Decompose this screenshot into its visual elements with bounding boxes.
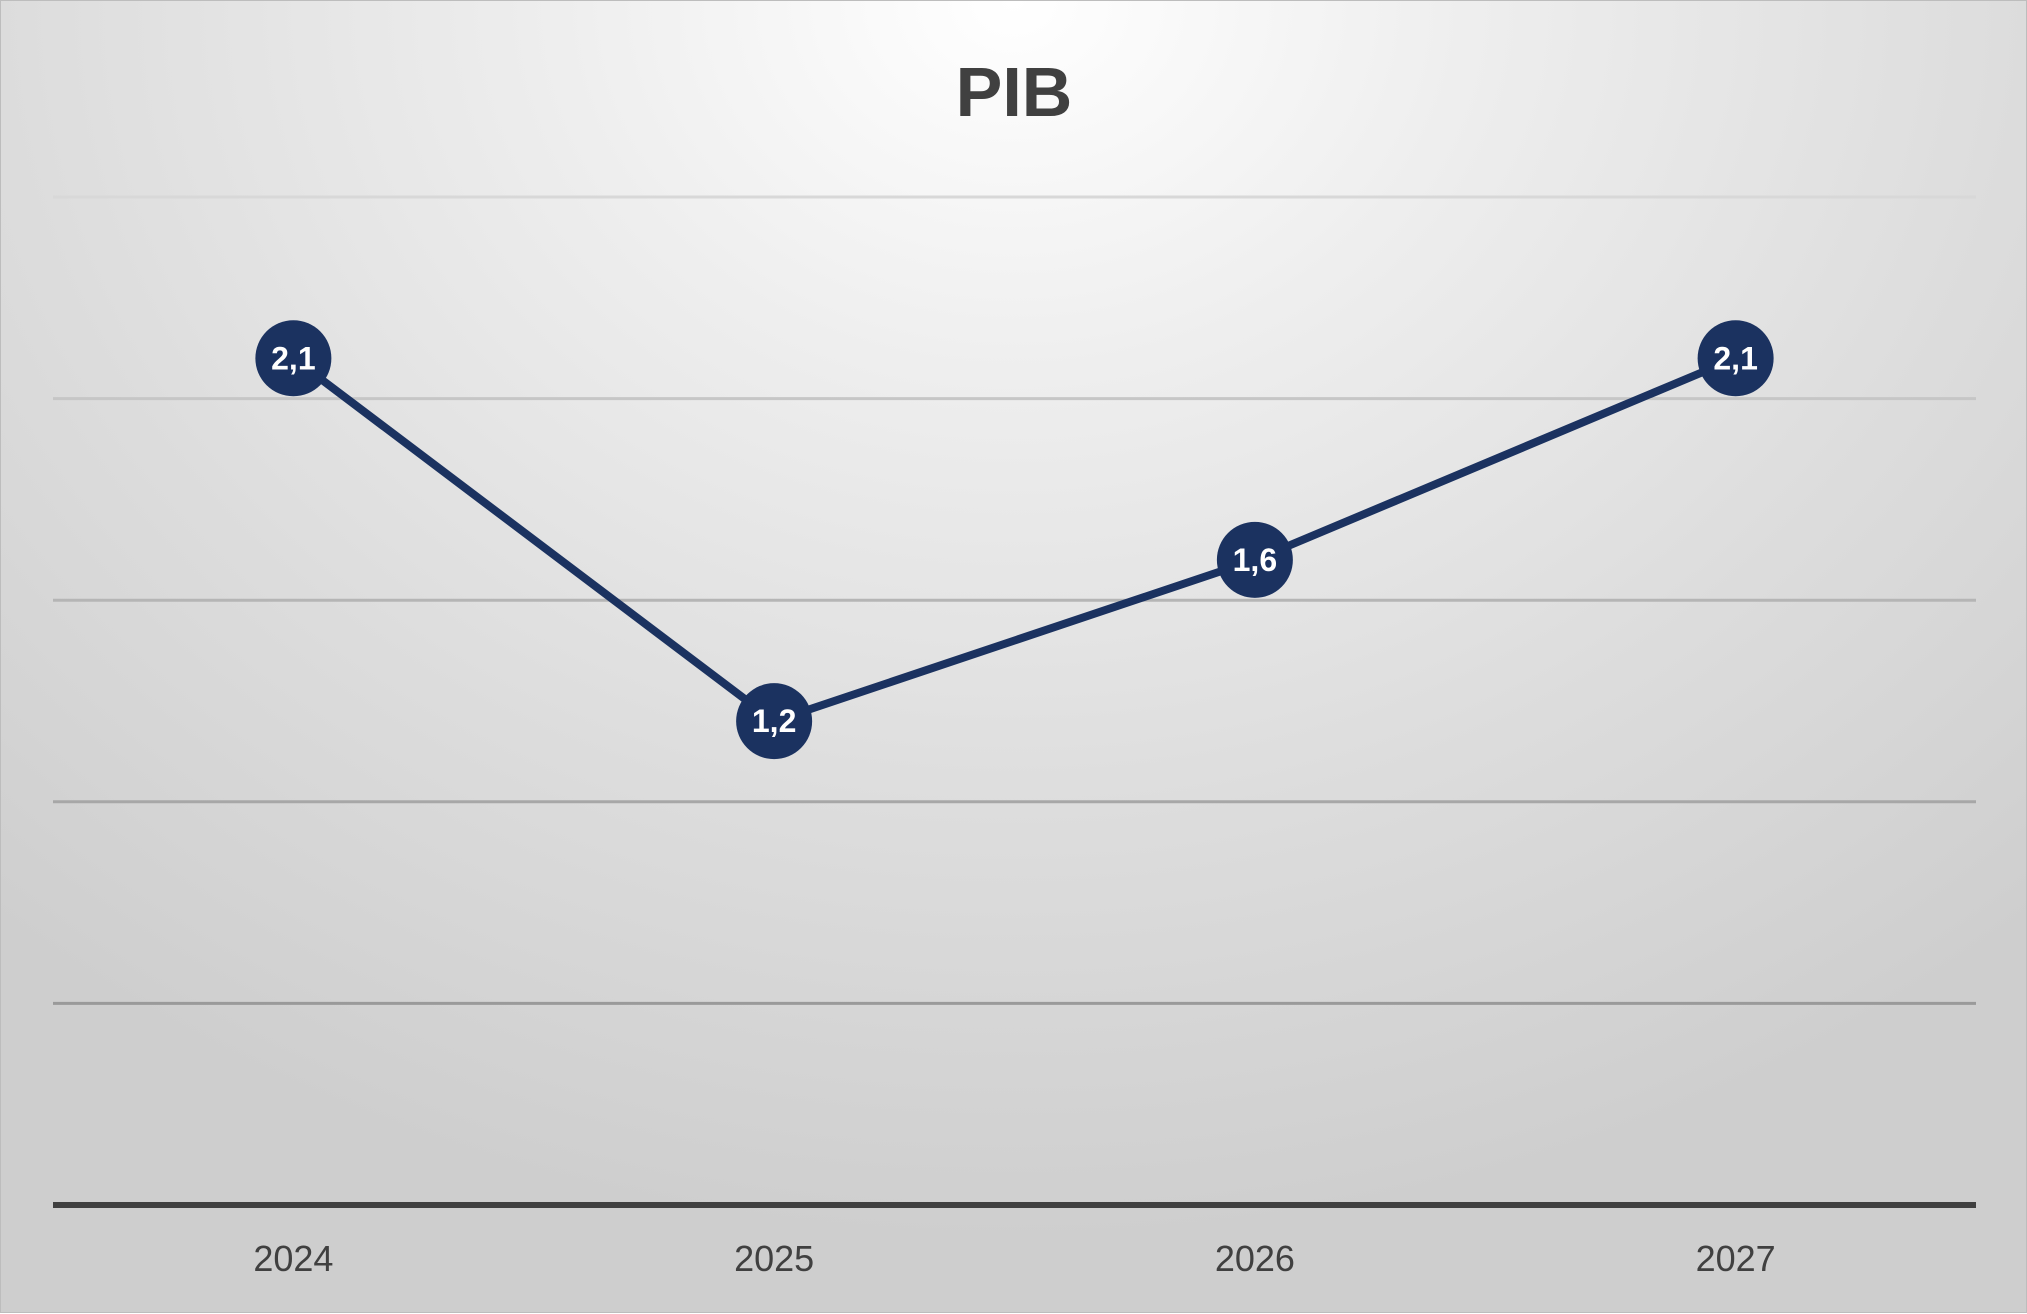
x-tick-label: 2024	[253, 1238, 333, 1279]
data-point-marker	[736, 683, 813, 760]
x-axis-ticks: 2024 2025 2026 2027	[253, 1238, 1775, 1279]
data-point-marker	[255, 320, 332, 397]
data-label: 1,2	[752, 703, 796, 739]
data-label: 1,6	[1233, 542, 1277, 578]
data-label: 2,1	[1713, 340, 1757, 376]
data-point-marker	[1697, 320, 1774, 397]
gridlines	[53, 195, 1976, 1005]
data-point-marker	[1216, 521, 1293, 598]
x-tick-label: 2025	[734, 1238, 814, 1279]
series-line	[289, 354, 1740, 726]
series-pib: 2,1 1,2 1,6 2,1	[255, 320, 1774, 760]
data-label: 2,1	[271, 340, 315, 376]
x-tick-label: 2027	[1696, 1238, 1776, 1279]
x-tick-label: 2026	[1215, 1238, 1295, 1279]
chart-title: PIB	[956, 53, 1073, 131]
